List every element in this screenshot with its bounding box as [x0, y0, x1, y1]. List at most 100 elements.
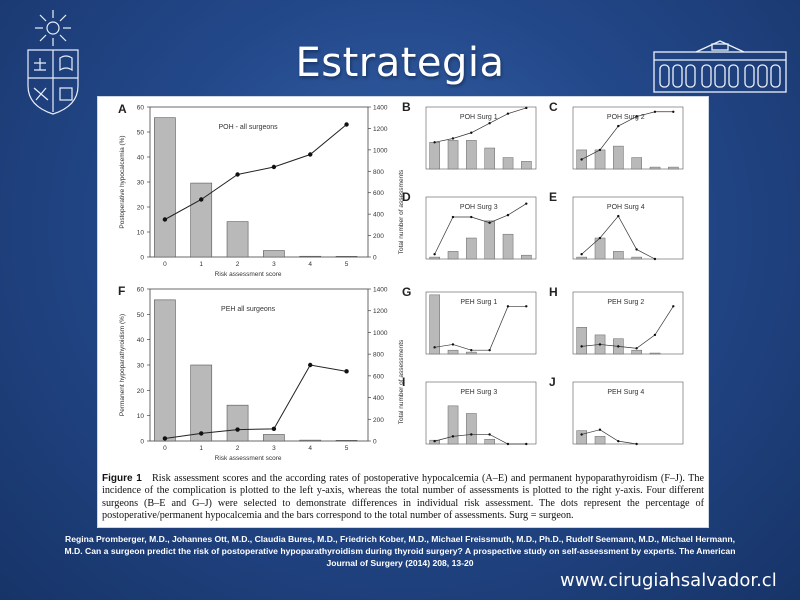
point-H-2: [617, 345, 620, 348]
point-G-2: [470, 348, 473, 352]
reference-line-2: M.D. Can a surgeon predict the risk of p…: [64, 546, 736, 556]
hospital-building-logo: [653, 40, 787, 93]
bar-H-3: [631, 349, 643, 355]
figure-caption: Figure 1 Risk assessment scores and the …: [102, 473, 704, 523]
point-C-1: [598, 148, 602, 152]
point-B-3: [488, 122, 491, 125]
point-F-3: [271, 426, 277, 432]
point-C-2: [617, 124, 620, 128]
plot-frame-B: [425, 106, 537, 170]
x-tick-label-F: 3: [272, 445, 276, 452]
left-tick-label-A: 30: [137, 180, 145, 187]
bar-D-3: [484, 220, 495, 260]
x-tick-label-A: 5: [345, 261, 349, 268]
panel-title-G: PEH Surg 1: [460, 299, 497, 306]
x-tick-label-F: 0: [163, 445, 167, 452]
point-H-1: [598, 343, 602, 346]
point-I-2: [470, 433, 473, 436]
university-seal-logo: [27, 10, 79, 115]
point-C-4: [653, 110, 657, 113]
bar-A-3: [263, 250, 285, 258]
bar-A-2: [226, 221, 249, 258]
point-I-3: [488, 433, 491, 436]
point-G-0: [433, 346, 436, 349]
right-tick-label-A: 1200: [373, 126, 388, 133]
x-tick-label-F: 4: [308, 445, 312, 452]
point-C-5: [672, 110, 675, 113]
x-tick-label-A: 1: [199, 261, 203, 268]
x-tick-label-F: 5: [345, 445, 349, 452]
bar-C-5: [668, 166, 679, 170]
x-tick-label-A: 3: [272, 261, 276, 268]
bar-F-1: [190, 364, 213, 442]
panel-letter-D: D: [402, 190, 411, 204]
plot-frame-E: [572, 196, 684, 260]
point-F-4: [308, 362, 313, 368]
x-tick-label-F: 2: [236, 445, 240, 452]
bar-C-1: [594, 149, 606, 170]
bar-F-3: [263, 434, 285, 442]
point-D-1: [451, 215, 455, 219]
bar-E-3: [631, 256, 643, 260]
bar-A-4: [299, 255, 322, 258]
left-tick-label-F: 50: [137, 312, 145, 319]
point-J-3: [635, 442, 638, 446]
x-axis-label-F: Risk assessment score: [215, 455, 282, 462]
right-tick-label-A: 800: [373, 169, 384, 176]
point-J-1: [598, 428, 602, 431]
bar-C-3: [631, 157, 643, 170]
point-B-5: [525, 106, 528, 110]
point-A-5: [344, 122, 349, 127]
left-tick-label-A: 60: [137, 105, 145, 112]
line-A: [164, 124, 347, 220]
reference-line-3: Journal of Surgery (2014) 208, 13-20: [326, 558, 474, 568]
x-tick-label-A: 4: [308, 261, 312, 268]
left-tick-label-F: 0: [140, 439, 144, 446]
left-tick-label-A: 50: [137, 130, 145, 137]
point-D-2: [470, 215, 473, 219]
line-D: [434, 203, 527, 255]
panel-letter-G: G: [402, 285, 411, 299]
bar-H-4: [649, 352, 661, 355]
x-tick-label-A: 0: [163, 261, 167, 268]
bar-J-1: [594, 436, 606, 445]
right-tick-label-F: 600: [373, 373, 384, 380]
right-tick-label-A: 1400: [373, 105, 388, 112]
point-F-5: [344, 369, 349, 374]
point-I-0: [433, 439, 436, 443]
right-axis-label-F: Total number of assessments: [398, 339, 405, 424]
left-tick-label-F: 60: [137, 287, 145, 294]
left-tick-label-F: 30: [137, 363, 145, 370]
panel-title-I: PEH Surg 3: [460, 389, 497, 396]
bar-D-0: [429, 256, 440, 260]
y-axis-label-F: Permanent hypoparathyroidism (%): [119, 314, 126, 416]
point-D-0: [433, 253, 436, 256]
point-G-5: [525, 305, 528, 308]
bar-E-0: [576, 256, 587, 260]
y-axis-label-A: Postoperative hypocalcemia (%): [119, 135, 126, 228]
point-I-5: [525, 442, 528, 446]
figure-caption-label: Figure 1: [102, 473, 142, 484]
line-J: [581, 429, 637, 445]
figure-image: A POH - all surgeons 0 10 20 30 40 50 60 0 200 400 6…: [97, 96, 709, 528]
bar-H-0: [576, 327, 587, 355]
right-tick-label-A: 600: [373, 190, 384, 197]
bar-B-5: [521, 161, 532, 170]
panel-title-B: POH Surg 1: [460, 114, 498, 121]
bar-I-3: [484, 438, 495, 445]
point-E-2: [617, 214, 620, 218]
panel-title-H: PEH Surg 2: [607, 299, 644, 306]
point-J-0: [580, 433, 583, 436]
bar-I-2: [466, 413, 477, 445]
bar-B-0: [429, 142, 440, 170]
point-G-3: [488, 348, 491, 352]
bar-D-2: [466, 237, 477, 260]
line-H: [581, 306, 674, 349]
panel-letter-C: C: [549, 100, 558, 114]
point-B-0: [433, 141, 436, 144]
left-tick-label-A: 10: [137, 230, 145, 237]
bar-F-4: [299, 439, 322, 442]
line-I: [434, 434, 527, 445]
point-E-1: [598, 236, 602, 240]
plot-frame-I: [425, 381, 537, 445]
